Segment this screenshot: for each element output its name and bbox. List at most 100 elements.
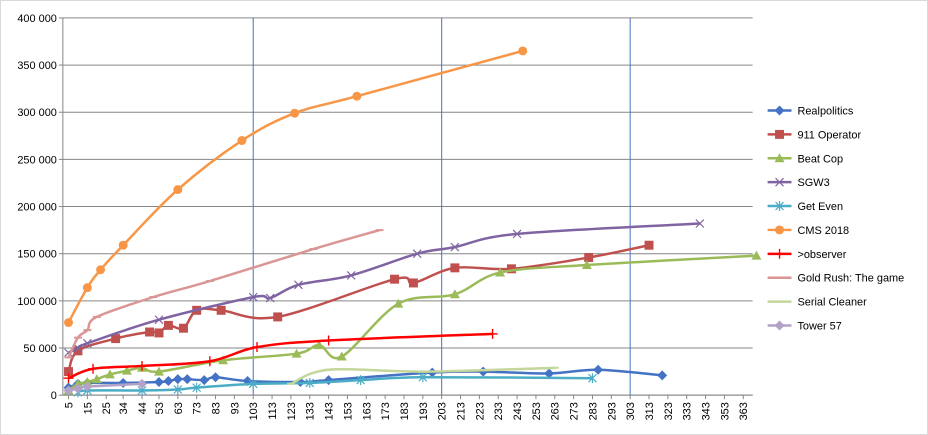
x-tick-label: 273 <box>569 402 581 420</box>
data-point <box>495 267 506 277</box>
data-point <box>118 377 129 388</box>
x-tick-label: 243 <box>512 402 524 420</box>
data-point <box>449 289 460 299</box>
x-tick-label: 233 <box>493 402 505 420</box>
data-point <box>173 185 183 195</box>
data-point <box>305 377 315 388</box>
x-tick-label: 323 <box>663 402 675 420</box>
series-get-even <box>73 372 597 398</box>
x-tick-label: 103 <box>248 402 260 420</box>
y-tick-label: 100 000 <box>17 296 57 308</box>
data-point <box>118 240 128 250</box>
data-point <box>695 219 705 228</box>
data-point <box>173 384 183 395</box>
data-point <box>82 338 92 348</box>
x-tick-label: 183 <box>399 402 411 420</box>
x-tick-label: 83 <box>210 402 222 414</box>
x-tick-label: 283 <box>587 402 599 420</box>
legend-label: Realpolitics <box>797 105 853 117</box>
x-tick-label: 133 <box>305 402 317 420</box>
data-point <box>775 129 785 139</box>
legend-label: Get Even <box>797 201 843 213</box>
data-point <box>356 375 366 386</box>
x-tick-label: 63 <box>173 402 185 414</box>
x-tick-label: 313 <box>644 402 656 420</box>
data-point <box>154 328 164 338</box>
data-point <box>163 320 173 330</box>
x-tick-label: 143 <box>324 402 336 420</box>
data-point <box>774 320 785 331</box>
data-point <box>252 342 262 353</box>
series-911-operator <box>64 240 654 377</box>
x-tick-label: 213 <box>456 402 468 420</box>
x-tick-label: 223 <box>474 402 486 420</box>
data-point <box>774 248 785 259</box>
data-point <box>210 372 221 383</box>
legend-label: Beat Cop <box>797 153 843 165</box>
x-tick-label: 163 <box>361 402 373 420</box>
legend-label: Tower 57 <box>797 320 841 332</box>
data-point <box>323 375 334 386</box>
data-point <box>291 348 302 358</box>
data-point <box>775 225 785 235</box>
x-tick-label: 53 <box>154 402 166 414</box>
series-serial-cleaner <box>286 366 559 386</box>
x-tick-label: 15 <box>82 402 94 414</box>
x-tick-label: 25 <box>101 402 113 414</box>
data-point <box>64 318 73 328</box>
data-point <box>64 367 73 377</box>
y-tick-label: 400 000 <box>17 13 57 25</box>
legend-label: 911 Operator <box>797 129 861 141</box>
data-point <box>412 249 422 259</box>
data-point <box>88 363 98 374</box>
x-axis-ticks: 5 15 25 34 44 53 63 73 83 93 103 113 123 133 143 153 163… <box>63 395 750 420</box>
data-point <box>390 274 400 284</box>
legend-entry: Get Even <box>767 201 843 213</box>
data-point <box>775 177 784 187</box>
data-point <box>290 108 300 118</box>
data-point <box>111 334 121 344</box>
legend-entry: >observer <box>767 248 847 261</box>
data-point <box>121 365 132 375</box>
series-line <box>290 366 555 386</box>
data-point <box>153 366 164 376</box>
x-tick-label: 44 <box>137 402 149 414</box>
data-point <box>581 260 592 270</box>
data-point <box>774 105 785 116</box>
data-point <box>774 153 785 163</box>
data-point <box>218 355 229 365</box>
series-observer <box>63 328 498 384</box>
legend-entry: 911 Operator <box>767 129 861 141</box>
data-point <box>775 201 784 212</box>
data-point <box>588 373 597 384</box>
data-point <box>63 385 74 396</box>
x-tick-label: 173 <box>380 402 392 420</box>
data-point <box>294 280 303 290</box>
y-axis-ticks: 0 50 000 100 000 150 000 200 000 250 000 300 0… <box>17 13 63 402</box>
data-point <box>751 250 762 260</box>
legend-entry: CMS 2018 <box>767 225 849 237</box>
x-tick-label: 113 <box>267 402 279 419</box>
data-point <box>172 374 183 385</box>
data-point <box>265 293 275 303</box>
legend-label: >observer <box>797 249 846 261</box>
data-point <box>248 378 258 389</box>
data-point <box>518 46 528 56</box>
data-point <box>192 382 202 393</box>
y-tick-label: 300 000 <box>17 107 57 119</box>
data-point <box>82 283 92 293</box>
legend-entry: SGW3 <box>767 177 830 189</box>
data-point <box>450 242 460 252</box>
data-point <box>506 264 516 274</box>
data-point <box>178 323 188 333</box>
data-point <box>145 327 155 337</box>
data-point <box>154 315 164 325</box>
data-point <box>153 376 164 387</box>
series-beat-cop <box>63 250 762 395</box>
data-point <box>512 229 522 239</box>
data-point <box>72 383 83 394</box>
series-line <box>67 244 650 373</box>
data-point <box>137 378 147 389</box>
data-point <box>137 360 147 371</box>
